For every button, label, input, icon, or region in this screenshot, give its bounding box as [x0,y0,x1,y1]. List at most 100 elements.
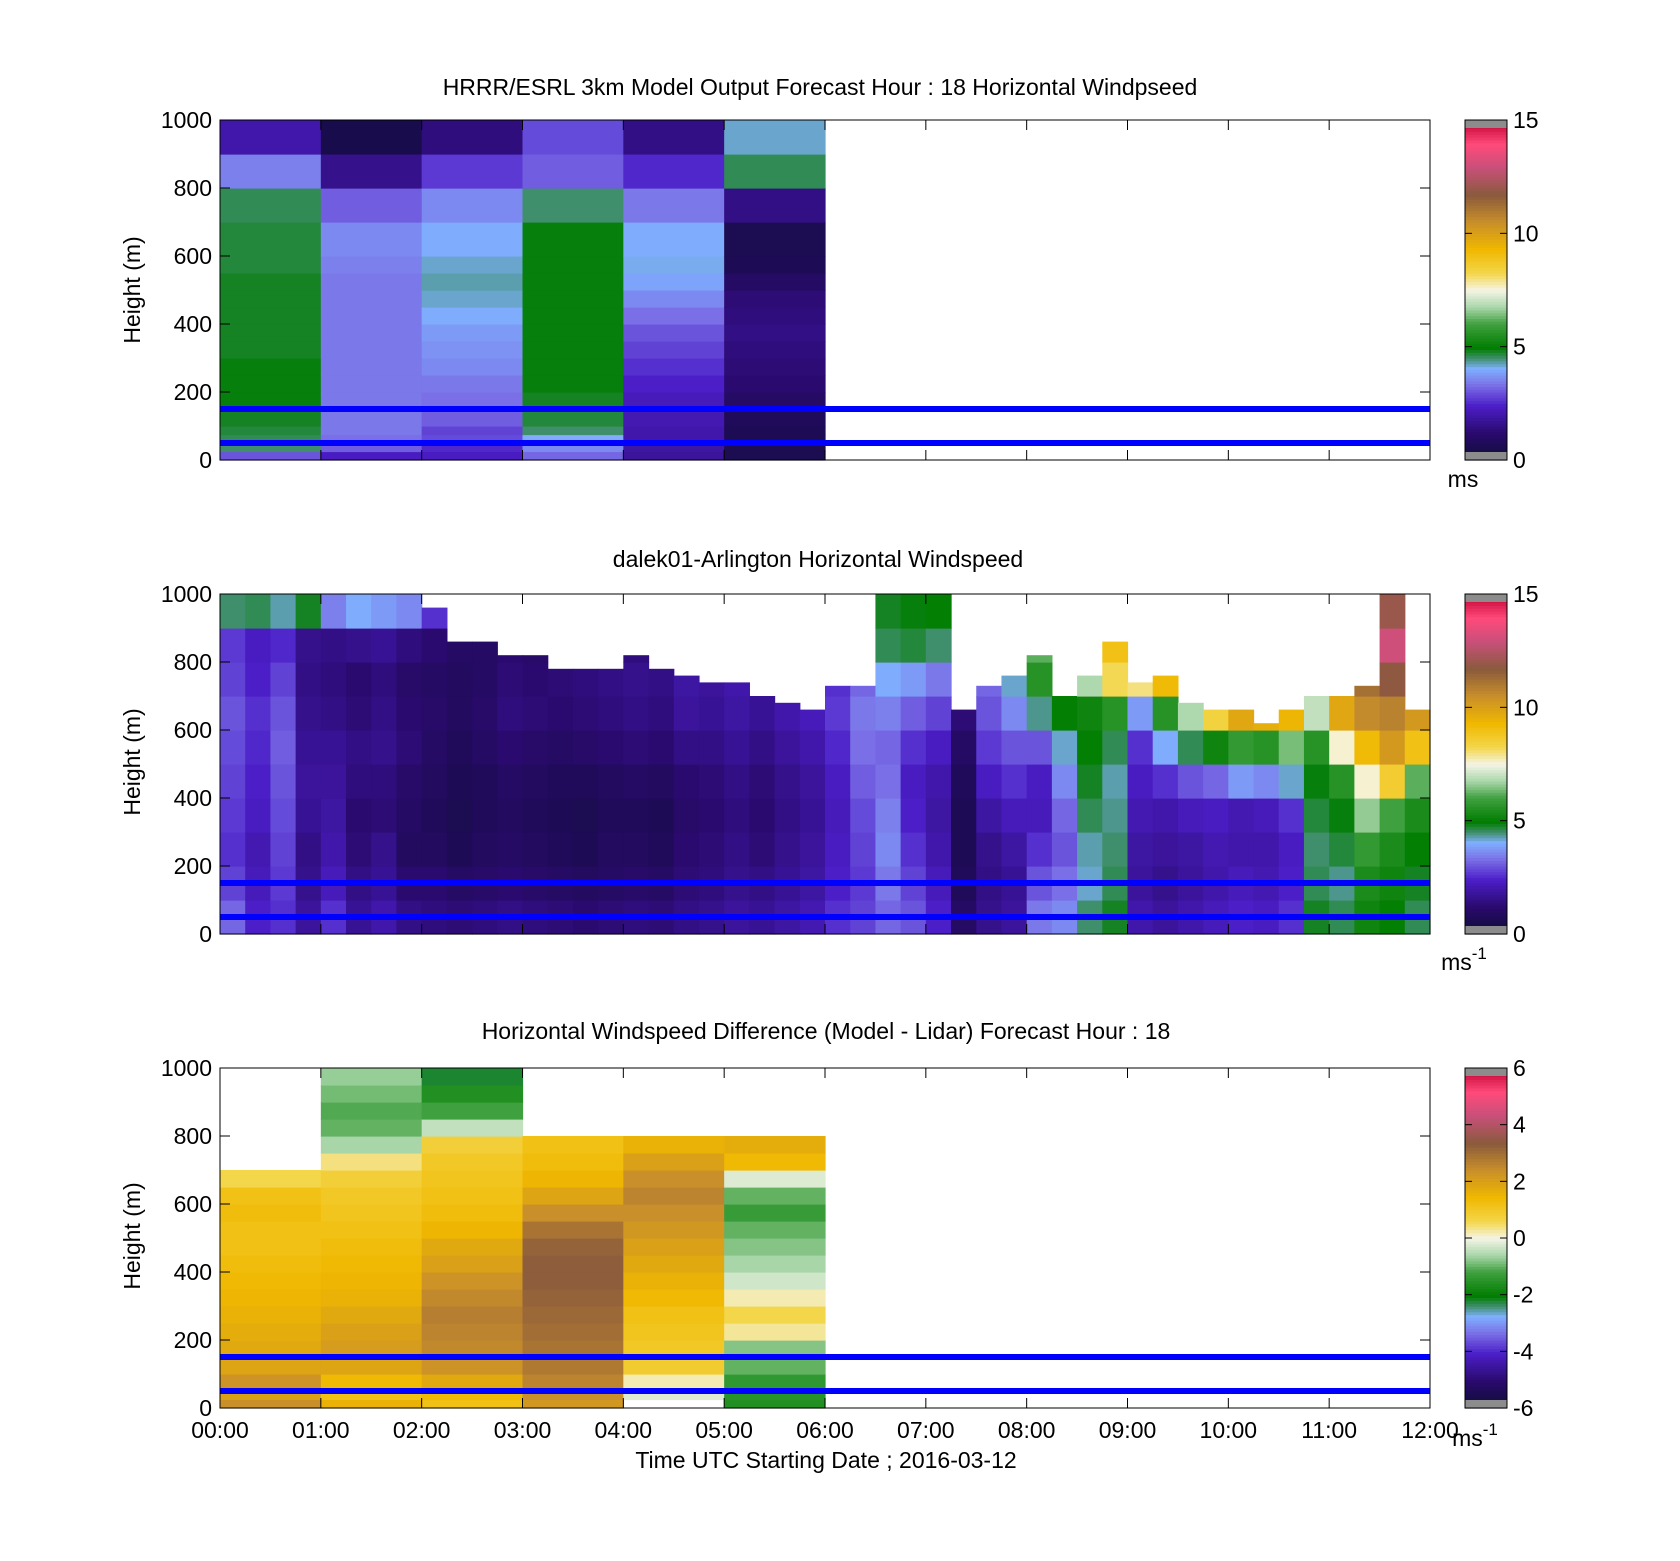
colorbar-segment [1465,891,1507,895]
colorbar-segment [1465,1243,1507,1248]
colorbar-segment [1465,781,1507,785]
colorbar-unit-sup: -1 [1472,944,1487,963]
heatmap-cell [497,764,524,799]
colorbar-segment [1465,1362,1507,1367]
colorbar-segment [1465,914,1507,918]
colorbar-segment [1465,1289,1507,1293]
colorbar-segment [1465,1187,1507,1191]
colorbar-segment [1465,1164,1507,1168]
heatmap-cell [1303,696,1330,731]
heatmap-cell [623,434,725,444]
colorbar-segment [1465,630,1507,635]
heatmap-cell [623,1170,725,1188]
colorbar-segment [1465,258,1507,263]
colorbar-segment [1465,222,1507,226]
colorbar-segment [1465,377,1507,382]
heatmap-cell [320,1187,423,1205]
colorbar-tick-label: 10 [1513,694,1539,720]
colorbar-segment [1465,145,1507,149]
heatmap-cell [875,832,902,867]
heatmap-cell [1278,764,1305,799]
colorbar-segment [1465,394,1507,399]
heatmap-cell [497,696,524,731]
colorbar-segment [1465,732,1507,737]
colorbar-segment [1465,426,1507,430]
x-tick-label: 00:00 [191,1417,249,1443]
heatmap-cell [547,668,574,697]
heatmap-cell [825,685,851,697]
colorbar-segment [1465,721,1507,725]
heatmap-cell [320,443,423,453]
colorbar-segment [1465,1102,1507,1106]
heatmap-cell [623,256,725,274]
colorbar-segment [1465,423,1507,427]
heatmap-cell [522,290,624,308]
panel-difference: Horizontal Windspeed Difference (Model -… [119,1018,1534,1473]
heatmap-cell [1001,764,1028,799]
heatmap-cell [320,324,423,342]
colorbar-segment [1465,622,1507,626]
heatmap-cell [951,832,977,867]
heatmap-cell [1026,696,1053,731]
colorbar-segment [1465,1223,1507,1228]
colorbar-segment [1465,851,1507,856]
heatmap-cell [220,375,322,393]
heatmap-cell [320,798,347,833]
colorbar-segment [1465,679,1507,683]
heatmap-cell [220,1170,322,1188]
heatmap-cell [724,443,826,453]
heatmap-cell [925,764,952,799]
colorbar-tick-label: 0 [1513,921,1526,947]
x-tick-label: 08:00 [998,1417,1056,1443]
colorbar-segment [1465,837,1507,842]
heatmap-cell [648,696,675,731]
heatmap-cell [850,696,877,731]
heatmap-cell [724,1391,826,1401]
heatmap-cell [1177,730,1204,765]
heatmap-cell [446,641,473,663]
heatmap-cell [598,668,624,697]
heatmap-cell [623,655,650,663]
heatmap-cell [900,730,927,765]
heatmap-cell [698,696,725,731]
heatmap-cell [724,1255,826,1273]
heatmap-cell [724,1374,826,1392]
heatmap-cell [220,307,322,325]
heatmap-cell [1203,730,1229,765]
heatmap-cell [925,594,952,629]
heatmap-cell [522,832,549,867]
heatmap-cell [421,1374,524,1392]
colorbar-segment [1465,1323,1507,1327]
colorbar-segment [1465,809,1507,813]
heatmap-cell [724,764,750,799]
colorbar-segment [1465,1249,1507,1253]
colorbar-segment [1465,290,1507,294]
heatmap-cell [320,832,347,867]
heatmap-cell [522,273,624,291]
heatmap-cell [698,730,725,765]
heatmap-cell [522,1187,624,1205]
colorbar-segment [1465,256,1507,260]
heatmap-cell [1127,798,1154,833]
colorbar-segment [1465,764,1507,768]
heatmap-cell [623,1136,725,1154]
heatmap-cell [1404,709,1431,731]
heatmap-cell [1077,675,1103,697]
heatmap-cell [850,730,877,765]
heatmap-cell [900,764,927,799]
colorbar-segment [1465,156,1507,161]
colorbar-segment [1465,840,1507,844]
heatmap-cell [220,154,322,189]
heatmap-cell [951,709,977,731]
heatmap-cell [724,1204,826,1222]
heatmap-cell [1253,723,1280,731]
colorbar-segment [1465,829,1507,833]
heatmap-cell [1203,798,1229,833]
heatmap-cell [1203,832,1229,867]
heatmap-cell [270,798,297,833]
heatmap-cell [421,409,524,427]
heatmap-cell [623,273,725,291]
colorbar-segment [1465,744,1507,748]
heatmap-cell [925,628,952,663]
colorbar-segment [1465,400,1507,404]
